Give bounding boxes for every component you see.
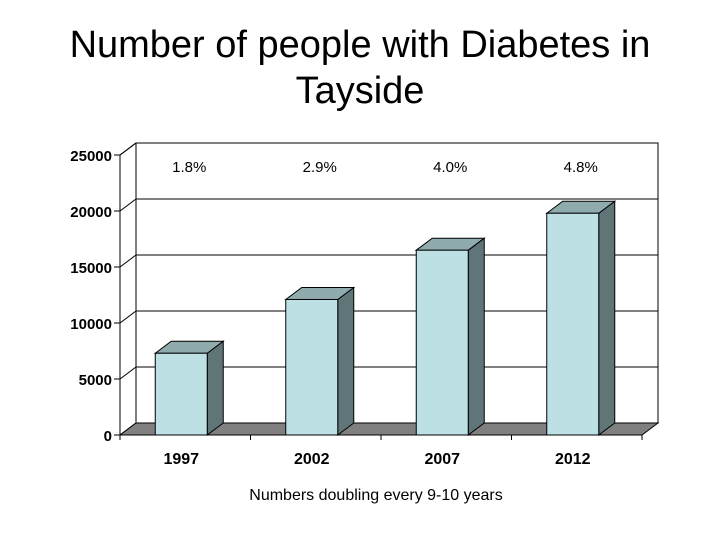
x-tick-label: 2002 <box>294 451 330 468</box>
bar <box>284 286 356 436</box>
y-tick-label: 5000 <box>79 372 112 389</box>
y-tick-label: 10000 <box>70 316 112 333</box>
gridline <box>119 198 658 212</box>
y-tick-label: 15000 <box>70 260 112 277</box>
x-tick-label: 2012 <box>555 451 591 468</box>
y-tick-label: 20000 <box>70 204 112 221</box>
bar-front <box>546 212 600 436</box>
bar <box>153 340 225 436</box>
y-tick-label: 0 <box>104 428 112 445</box>
y-tick-label: 25000 <box>70 148 112 165</box>
bar <box>545 200 617 436</box>
data-label: 4.8% <box>564 159 598 176</box>
data-label: 2.9% <box>303 159 337 176</box>
bar-side <box>337 286 355 436</box>
chart-title: Number of people with Diabetes in Taysid… <box>0 22 720 114</box>
bar-front <box>285 298 339 436</box>
bar-side <box>467 237 485 436</box>
x-tick-label: 2007 <box>424 451 460 468</box>
chart-title-line-2: Tayside <box>295 70 425 112</box>
chart-title-line-1: Number of people with Diabetes in <box>69 24 651 66</box>
bar-front <box>415 249 469 436</box>
bar <box>414 237 486 436</box>
gridline <box>119 142 658 156</box>
bar-front <box>154 352 208 436</box>
data-label: 1.8% <box>172 159 206 176</box>
bar-side <box>206 340 224 436</box>
bar-side <box>598 200 616 436</box>
data-label: 4.0% <box>433 159 467 176</box>
x-axis-label: Numbers doubling every 9-10 years <box>249 487 502 504</box>
x-tick-label: 1997 <box>163 451 199 468</box>
